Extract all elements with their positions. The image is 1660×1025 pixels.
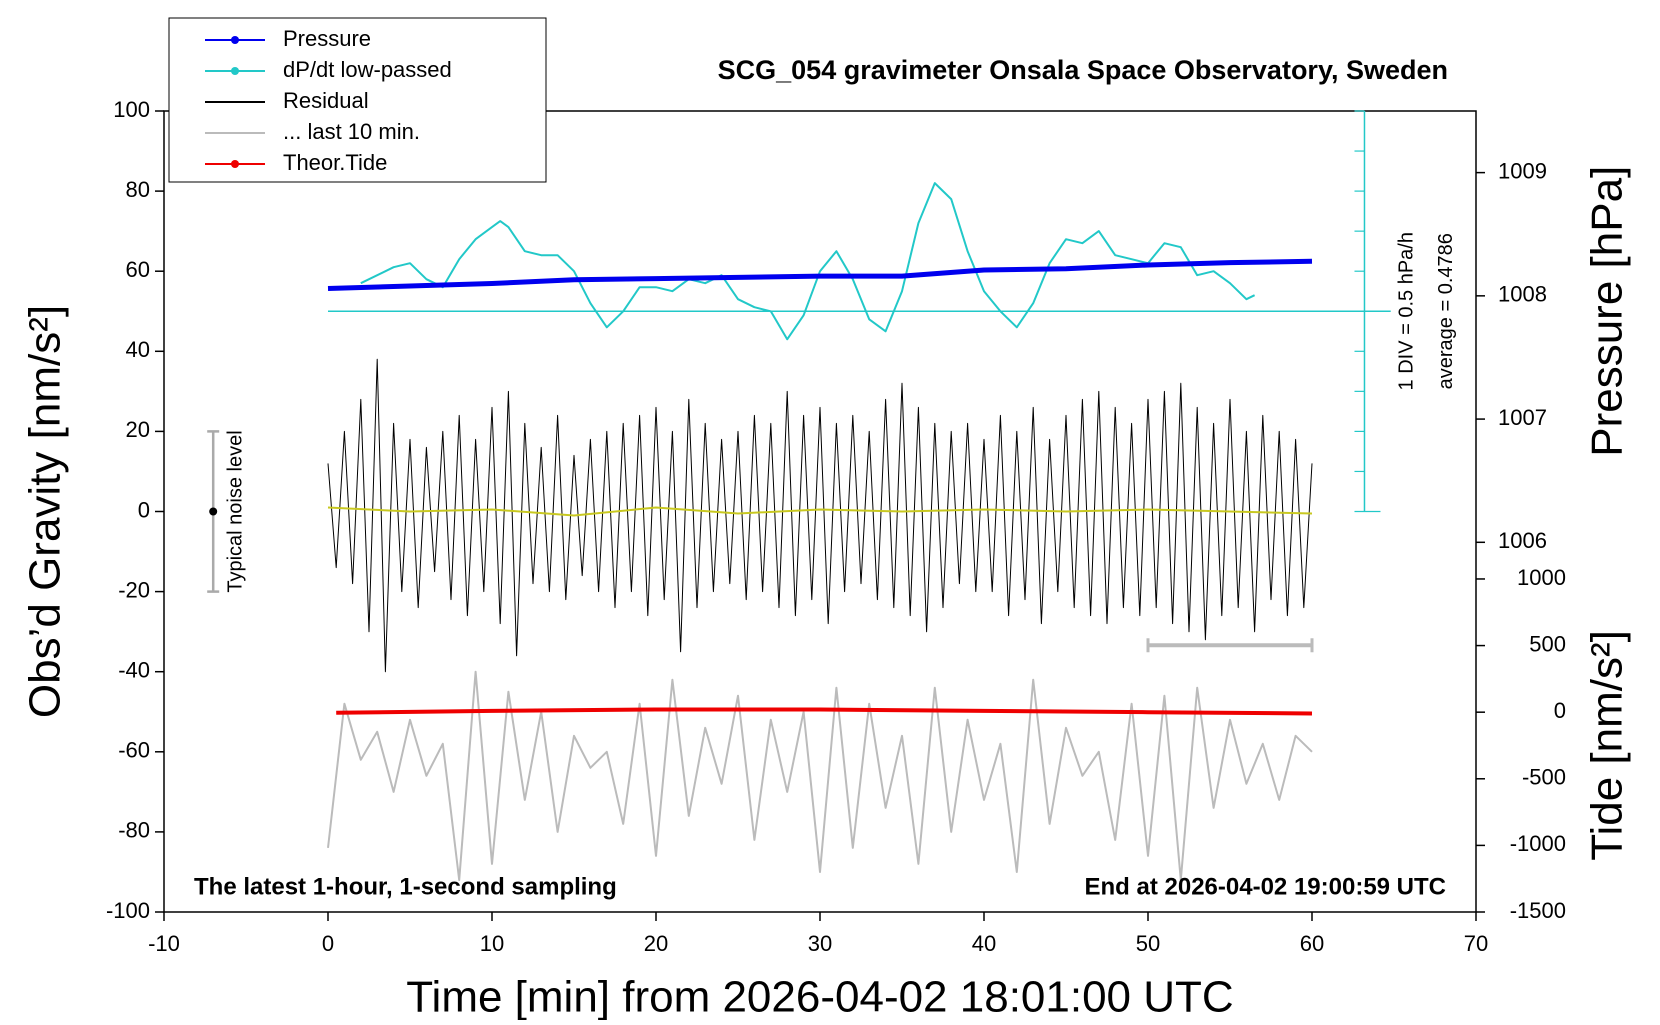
x-tick-label: 30 [808, 931, 832, 956]
y3-tick-label: -1000 [1510, 831, 1566, 856]
y2-tick-label: 1009 [1498, 158, 1547, 183]
y3-tick-label: 500 [1529, 631, 1566, 656]
legend-marker [231, 67, 239, 75]
noise-label: Typical noise level [224, 430, 246, 592]
series-line [327, 258, 1313, 291]
x-axis-label: Time [min] from 2026-04-02 18:01:00 UTC [406, 973, 1233, 1020]
y2-tick-label: 1008 [1498, 282, 1547, 307]
y2-tick-label: 1007 [1498, 405, 1547, 430]
series-line [327, 358, 1313, 673]
y3-tick-label: 0 [1554, 698, 1566, 723]
note-right: End at 2026-04-02 19:00:59 UTC [1085, 873, 1447, 900]
y-tick-label: -40 [118, 658, 150, 683]
legend-label: Residual [283, 88, 369, 113]
y-tick-label: 20 [126, 417, 150, 442]
y-tick-label: 100 [113, 97, 150, 122]
y3-tick-label: 1000 [1517, 565, 1566, 590]
y2-axis-label: Pressure [hPa] [1583, 166, 1632, 457]
series-line [327, 670, 1313, 881]
y-tick-label: 80 [126, 177, 150, 202]
series-line [336, 707, 1313, 716]
x-tick-label: 60 [1300, 931, 1324, 956]
legend-marker [231, 36, 239, 44]
legend-marker [231, 160, 239, 168]
legend-label: Theor.Tide [283, 150, 387, 175]
x-tick-label: 0 [322, 931, 334, 956]
legend-box [168, 17, 547, 183]
x-tick-label: 70 [1464, 931, 1488, 956]
series-line [360, 182, 1256, 341]
y-tick-label: 60 [126, 257, 150, 282]
x-tick-label: 50 [1136, 931, 1160, 956]
y-tick-label: 0 [138, 497, 150, 522]
y-tick-label: 40 [126, 337, 150, 362]
y3-tick-label: -1500 [1510, 898, 1566, 923]
legend-label: dP/dt low-passed [283, 57, 452, 82]
y-tick-label: -80 [118, 818, 150, 843]
y-axis-label: Obs’d Gravity [nm/s²] [21, 305, 70, 718]
note-left: The latest 1-hour, 1-second sampling [194, 873, 617, 900]
y3-axis-label: Tide [nm/s²] [1583, 630, 1632, 861]
y-tick-label: -100 [106, 898, 150, 923]
y-tick-label: -60 [118, 738, 150, 763]
dpdt-average-label: average = 0.4786 [1435, 233, 1457, 389]
series-line [327, 506, 1313, 517]
y-tick-label: -20 [118, 577, 150, 602]
legend-label: Pressure [283, 26, 371, 51]
legend-label: ... last 10 min. [283, 119, 420, 144]
plot-frame [163, 110, 1477, 913]
x-tick-label: 40 [972, 931, 996, 956]
noise-dot [209, 507, 218, 516]
x-tick-label: 10 [480, 931, 504, 956]
y2-tick-label: 1006 [1498, 528, 1547, 553]
x-tick-label: 20 [644, 931, 668, 956]
x-tick-label: -10 [148, 931, 180, 956]
dpdt-scale-label: 1 DIV = 0.5 hPa/h [1395, 232, 1417, 390]
y3-tick-label: -500 [1522, 765, 1566, 790]
chart-title: SCG_054 gravimeter Onsala Space Observat… [718, 55, 1448, 85]
